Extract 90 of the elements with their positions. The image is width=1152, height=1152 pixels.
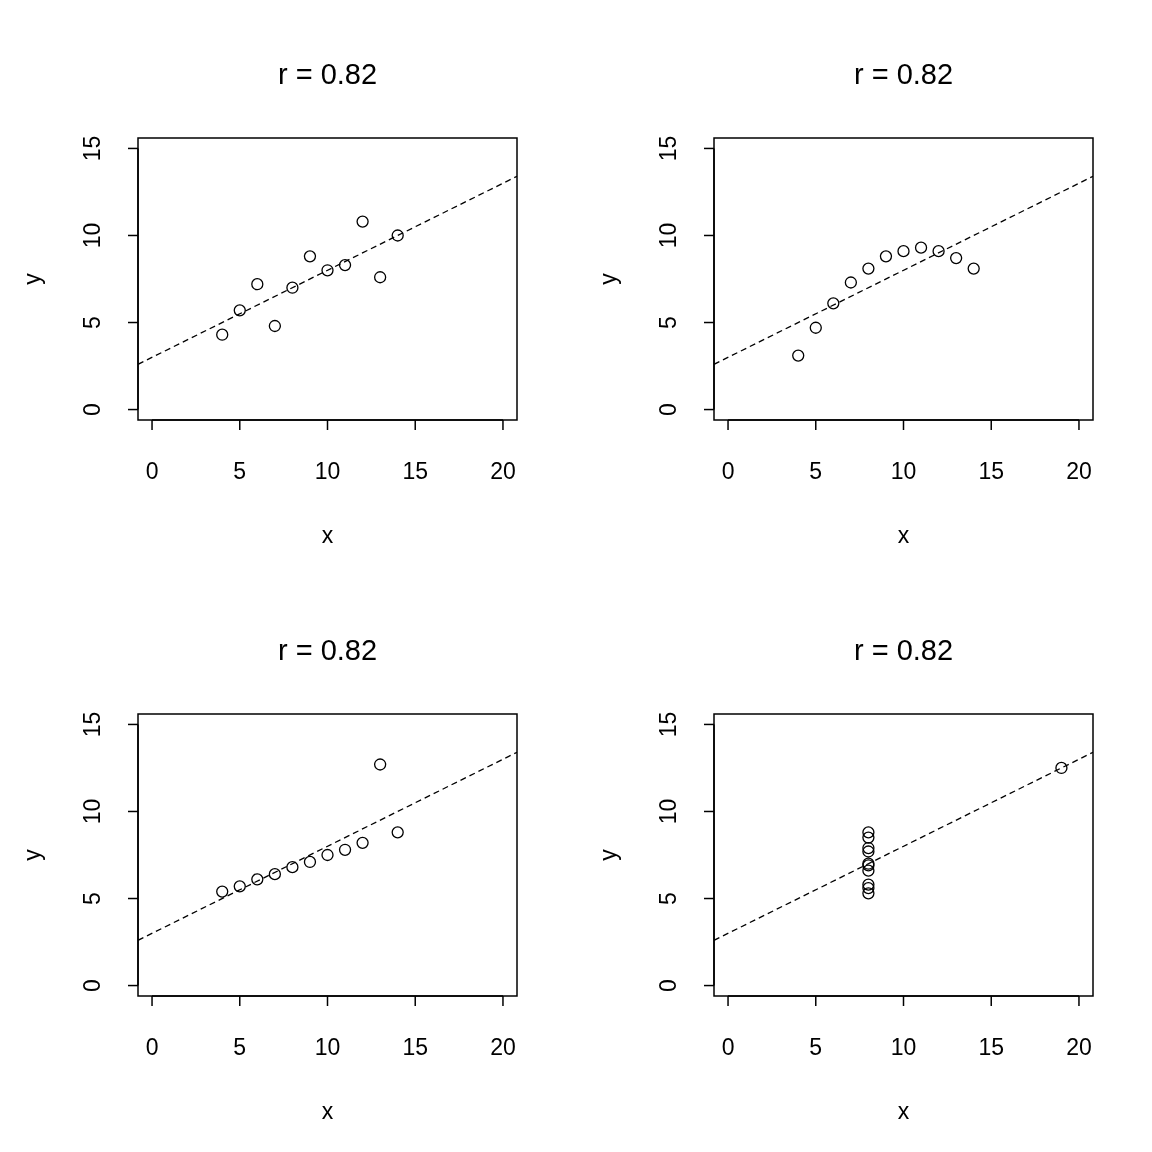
point bbox=[932, 245, 945, 258]
point bbox=[879, 250, 893, 263]
point bbox=[949, 251, 963, 265]
point bbox=[321, 264, 334, 277]
point bbox=[1055, 761, 1068, 775]
y-tick-label: 15 bbox=[655, 711, 681, 738]
y-tick-label: 15 bbox=[655, 135, 681, 162]
point bbox=[286, 861, 299, 874]
x-tick-label: 15 bbox=[402, 458, 429, 484]
x-tick-label: 0 bbox=[145, 1034, 159, 1060]
point bbox=[216, 885, 229, 898]
y-axis-title: y bbox=[19, 848, 45, 861]
x-tick-label: 20 bbox=[1066, 1034, 1092, 1060]
y-tick-label: 15 bbox=[79, 135, 105, 162]
point bbox=[862, 831, 875, 844]
y-tick-label: 15 bbox=[79, 711, 105, 738]
point bbox=[914, 241, 928, 254]
x-tick-label: 0 bbox=[721, 458, 735, 484]
y-tick-label: 0 bbox=[79, 979, 105, 992]
y-tick-label: 10 bbox=[79, 222, 105, 249]
x-tick-label: 10 bbox=[890, 458, 917, 484]
y-tick-label: 5 bbox=[79, 316, 105, 329]
point bbox=[356, 836, 369, 849]
point bbox=[233, 304, 246, 317]
point bbox=[286, 281, 299, 294]
x-tick-label: 15 bbox=[978, 458, 1005, 484]
point bbox=[338, 258, 352, 272]
point bbox=[251, 873, 264, 886]
x-tick-label: 0 bbox=[145, 458, 159, 484]
x-tick-label: 20 bbox=[490, 458, 516, 484]
point bbox=[862, 881, 875, 895]
y-tick-label: 0 bbox=[655, 403, 681, 416]
point bbox=[844, 276, 858, 289]
y-axis-title: y bbox=[19, 272, 45, 285]
x-axis-title: x bbox=[897, 1098, 910, 1124]
point bbox=[373, 758, 387, 771]
x-axis-title: x bbox=[897, 522, 910, 548]
y-tick-label: 0 bbox=[655, 979, 681, 992]
point bbox=[862, 887, 875, 900]
point bbox=[251, 278, 264, 291]
point bbox=[338, 843, 352, 856]
y-tick-label: 10 bbox=[655, 798, 681, 825]
x-tick-label: 10 bbox=[890, 1034, 917, 1060]
point bbox=[897, 245, 910, 258]
y-axis-title: y bbox=[595, 272, 621, 285]
point bbox=[809, 321, 822, 334]
chart-title: r = 0.82 bbox=[277, 634, 378, 666]
chart-title: r = 0.82 bbox=[853, 58, 954, 90]
point bbox=[268, 868, 282, 881]
point bbox=[827, 297, 840, 310]
y-tick-label: 10 bbox=[655, 222, 681, 249]
point bbox=[321, 848, 334, 862]
x-axis-title: x bbox=[321, 1098, 334, 1124]
x-tick-label: 20 bbox=[490, 1034, 516, 1060]
point bbox=[373, 271, 387, 284]
x-tick-label: 10 bbox=[314, 458, 341, 484]
point bbox=[967, 262, 980, 275]
point bbox=[391, 229, 404, 242]
y-axis-title: y bbox=[595, 848, 621, 861]
point bbox=[862, 878, 875, 891]
y-tick-label: 5 bbox=[655, 892, 681, 905]
point bbox=[303, 250, 317, 263]
point bbox=[862, 841, 875, 855]
point bbox=[268, 319, 282, 333]
chart-title: r = 0.82 bbox=[853, 634, 954, 666]
point bbox=[862, 826, 875, 839]
y-tick-label: 0 bbox=[79, 403, 105, 416]
x-tick-label: 5 bbox=[809, 458, 823, 484]
x-tick-label: 15 bbox=[402, 1034, 429, 1060]
point bbox=[862, 262, 875, 275]
chart-title: r = 0.82 bbox=[277, 58, 378, 90]
x-axis-title: x bbox=[321, 522, 334, 548]
point bbox=[862, 864, 875, 877]
point bbox=[233, 880, 246, 893]
y-tick-label: 10 bbox=[79, 798, 105, 825]
point bbox=[303, 855, 317, 869]
x-tick-label: 0 bbox=[721, 1034, 735, 1060]
x-tick-label: 5 bbox=[233, 1034, 247, 1060]
x-tick-label: 10 bbox=[314, 1034, 341, 1060]
point bbox=[792, 349, 805, 362]
x-tick-label: 15 bbox=[978, 1034, 1005, 1060]
x-tick-label: 5 bbox=[809, 1034, 823, 1060]
point bbox=[391, 826, 404, 839]
x-tick-label: 5 bbox=[233, 458, 247, 484]
y-tick-label: 5 bbox=[79, 892, 105, 905]
point bbox=[356, 215, 369, 228]
point bbox=[216, 328, 229, 341]
point bbox=[862, 845, 875, 858]
x-tick-label: 20 bbox=[1066, 458, 1092, 484]
y-tick-label: 5 bbox=[655, 316, 681, 329]
